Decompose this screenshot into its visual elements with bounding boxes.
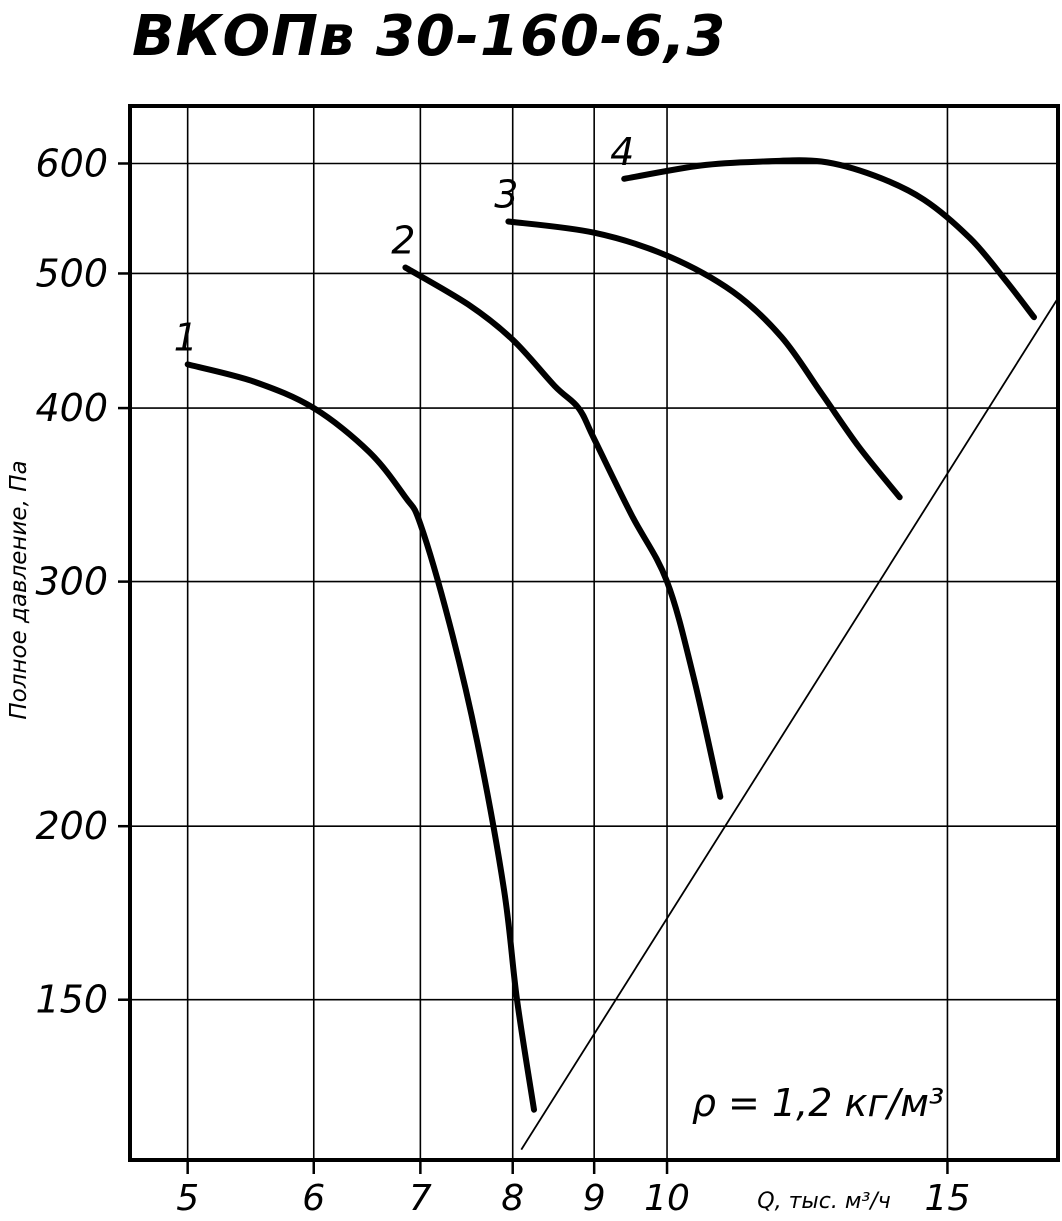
system-resistance-line (520, 297, 1059, 1151)
x-tick-label: 7 (409, 1178, 432, 1219)
chart-title: ВКОПв 30-160-6,3 (132, 4, 727, 69)
curve-1 (184, 361, 537, 1113)
y-axis-ticks: 150 200 300 400 500 600 (35, 141, 130, 1022)
curve-label-2: 2 (391, 218, 415, 262)
y-tick-label: 400 (35, 386, 108, 430)
performance-curves (184, 157, 1037, 1113)
curve-labels: 1 2 3 4 (174, 130, 635, 360)
system-resistance-line-group (520, 297, 1059, 1151)
x-tick-label: 8 (501, 1178, 524, 1219)
x-tick-label: 9 (583, 1178, 606, 1219)
y-tick-label: 200 (35, 804, 108, 848)
y-tick-label: 600 (35, 141, 108, 185)
y-tick-label: 500 (35, 251, 108, 295)
x-tick-label: 10 (644, 1178, 690, 1219)
x-tick-label: 15 (925, 1178, 971, 1219)
air-density-note: ρ = 1,2 кг/м³ (692, 1081, 944, 1125)
curve-label-1: 1 (174, 315, 198, 359)
y-axis-label: Полное давление, Па (6, 460, 32, 719)
grid-lines (130, 106, 1058, 1160)
curve-4 (621, 157, 1037, 321)
y-tick-label: 150 (35, 978, 108, 1022)
curve-label-3: 3 (494, 172, 518, 216)
x-axis-label: Q, тыс. м³/ч (757, 1189, 890, 1214)
curve-2 (402, 264, 724, 800)
curve-3 (505, 218, 903, 501)
x-tick-label: 6 (302, 1178, 325, 1219)
x-tick-label: 5 (176, 1178, 199, 1219)
x-axis-ticks: 5 6 7 8 9 10 15 (176, 1160, 970, 1219)
y-tick-label: 300 (35, 560, 108, 604)
curve-label-4: 4 (610, 130, 634, 174)
